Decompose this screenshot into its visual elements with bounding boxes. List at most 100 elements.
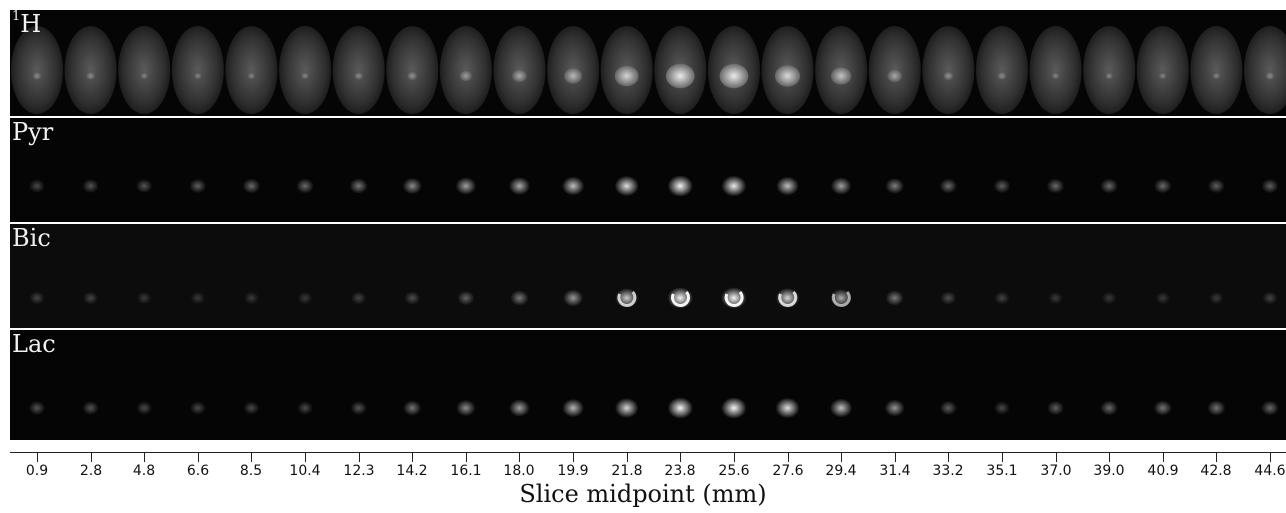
x-tick-label: 21.8 [611, 463, 643, 479]
x-tick-label: 25.6 [718, 463, 750, 479]
lac-slice-signal [350, 401, 367, 415]
bic-slice-signal [1101, 291, 1117, 305]
x-tick-label: 40.9 [1147, 463, 1179, 479]
x-tick [895, 452, 896, 462]
panel-h1: 1H [10, 10, 1286, 116]
h1-slice-heart [1159, 72, 1167, 80]
x-tick [251, 452, 252, 462]
pyr-slice-signal [402, 177, 422, 195]
pyr-slice-signal [561, 176, 585, 196]
bic-slice-signal [29, 291, 45, 305]
h1-slice-heart [1105, 72, 1113, 80]
h1-slice-heart [564, 68, 583, 84]
pyr-slice-signal [1153, 178, 1172, 194]
pyr-slice-signal [1261, 178, 1279, 194]
h1-slice-heart [407, 71, 418, 81]
lac-slice-signal [1207, 400, 1226, 416]
x-tick [1109, 452, 1110, 462]
x-tick [359, 452, 360, 462]
lac-slice-signal [614, 398, 639, 418]
bic-slice-ring [617, 290, 637, 307]
pyr-slice-signal [1100, 178, 1118, 194]
bic-slice-signal [885, 290, 904, 306]
bic-slice-signal [297, 291, 313, 305]
bic-slice-signal [510, 290, 529, 306]
h1-slice-heart [943, 71, 954, 81]
lac-slice-signal [562, 398, 584, 418]
bic-slice-signal [351, 291, 367, 305]
h1-slice-heart [1051, 72, 1060, 80]
h1-slice-heart [997, 72, 1007, 80]
h1-slice-body [1244, 26, 1286, 114]
h1-slice-heart [665, 63, 695, 89]
x-tick-label: 10.4 [289, 463, 321, 479]
pyr-slice-signal [776, 176, 799, 196]
lac-slice-signal [82, 401, 99, 415]
bic-slice-signal [940, 291, 957, 305]
h1-slice-heart [774, 65, 801, 87]
bic-slice-ring [671, 290, 690, 307]
x-tick [305, 452, 306, 462]
lac-slice-signal [775, 397, 800, 419]
row-label-h1: 1H [12, 10, 42, 38]
lac-slice-signal [1261, 400, 1279, 416]
x-tick-label: 4.8 [132, 463, 156, 479]
lac-slice-signal [28, 401, 46, 415]
bic-slice-signal [244, 291, 259, 305]
pyr-slice-signal [1207, 178, 1225, 194]
x-tick [734, 452, 735, 462]
x-tick [466, 452, 467, 462]
x-tick-label: 16.1 [450, 463, 482, 479]
bic-slice-signal [1048, 291, 1063, 305]
x-tick [91, 452, 92, 462]
x-tick-label: 42.8 [1200, 463, 1232, 479]
x-tick-label: 8.5 [239, 463, 263, 479]
h1-slice-body [922, 26, 975, 114]
bic-slice-signal [563, 289, 584, 307]
h1-slice-body [118, 26, 171, 114]
lac-slices [28, 397, 1279, 419]
bic-slice-signal [1155, 291, 1171, 305]
bic-slice-signal [83, 291, 99, 305]
lac-slice-signal [189, 401, 206, 415]
bic-slice-signal [404, 291, 421, 305]
lac-slice-signal [994, 401, 1010, 415]
pyr-slice-signal [830, 177, 852, 195]
h1-slice-body [1190, 26, 1243, 114]
x-tick-label: 44.6 [1254, 463, 1286, 479]
h1-slice-heart [1212, 72, 1220, 80]
panel-bic: Bic [10, 224, 1286, 328]
lac-slice-signal [403, 400, 422, 416]
bic-slices [29, 287, 1278, 309]
row-label-pyr: Pyr [12, 118, 54, 146]
x-tick-label: 35.1 [986, 463, 1018, 479]
h1-slice-body [1083, 26, 1136, 114]
h1-slice-body [439, 26, 492, 114]
h1-slice-body [11, 26, 63, 114]
x-tick-label: 6.6 [186, 463, 210, 479]
h1-slice-heart [354, 72, 363, 80]
h1-slice-heart [887, 69, 902, 83]
lac-slice-signal [136, 401, 153, 415]
bic-slice-signal [1209, 291, 1224, 305]
x-tick [412, 452, 413, 462]
x-tick [680, 452, 681, 462]
pyr-slice-signal [667, 175, 694, 197]
h1-slice-heart [1265, 72, 1275, 80]
h1-slice-heart [719, 63, 749, 89]
bic-slice-signal [457, 290, 475, 306]
h1-slice-heart [512, 69, 527, 83]
h1-slice-body [171, 26, 224, 114]
lac-slice-signal [509, 399, 530, 417]
lac-slice-signal [667, 397, 694, 419]
row-label-lac: Lac [12, 330, 56, 358]
x-tick-label: 14.2 [396, 463, 428, 479]
x-tick [37, 452, 38, 462]
pyr-slice-signal [242, 178, 261, 194]
h1-slice-heart [247, 72, 256, 80]
bic-slice-signal [994, 291, 1010, 305]
lac-slice-signal [1153, 400, 1172, 416]
x-tick [1270, 452, 1271, 462]
x-tick [627, 452, 628, 462]
bic-slice-signal [190, 291, 206, 305]
